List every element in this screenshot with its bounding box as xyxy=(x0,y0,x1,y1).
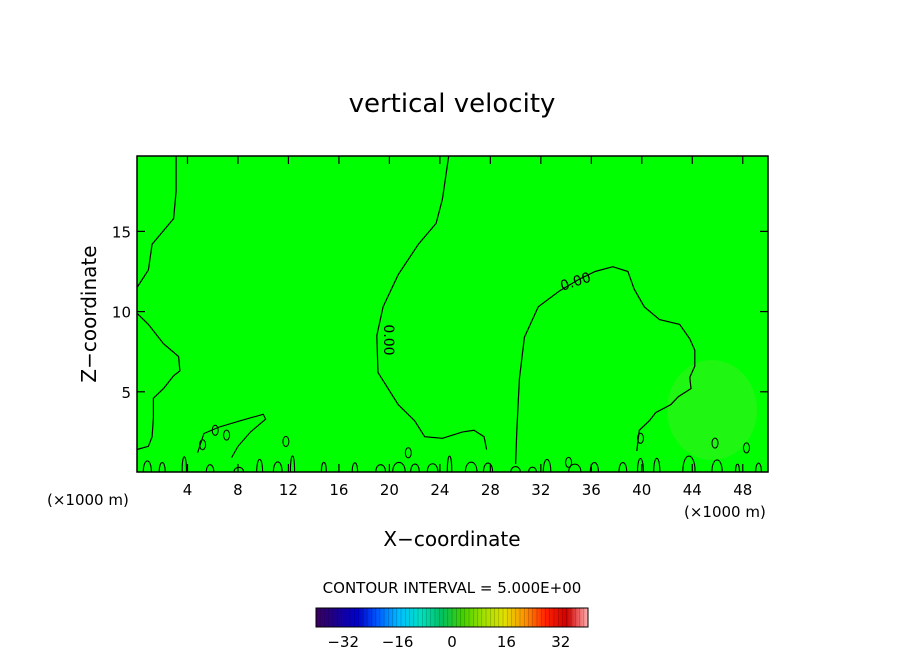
surface-contour xyxy=(410,463,420,473)
colorbar-ticks: −32 −16 0 16 32 xyxy=(327,633,570,651)
y-axis-ticks: 5 10 15 xyxy=(112,223,768,402)
x-tick-label: 20 xyxy=(380,481,399,499)
surface-contour xyxy=(205,464,215,473)
surface-contour xyxy=(256,458,264,473)
small-contour-loop xyxy=(711,437,719,449)
y-tick-label: 5 xyxy=(121,384,131,402)
contour-middle-zero xyxy=(376,155,488,450)
colorbar-segments xyxy=(320,608,585,627)
x-tick-label: 8 xyxy=(233,481,243,499)
contour-label-middle: 0.00 xyxy=(380,324,396,355)
contour-interval-text: CONTOUR INTERVAL = 5.000E+00 xyxy=(323,579,582,597)
surface-contour xyxy=(233,466,245,473)
x-axis-ticks: 4 8 12 16 20 24 28 32 36 40 44 48 xyxy=(183,156,752,499)
colorbar-tick-label: 32 xyxy=(551,633,570,651)
surface-contour xyxy=(528,466,537,473)
surface-contour xyxy=(653,457,661,473)
surface-contour xyxy=(482,462,494,473)
x-tick-label: 28 xyxy=(481,481,500,499)
surface-contour xyxy=(636,458,644,473)
x-tick-label: 48 xyxy=(733,481,752,499)
x-tick-label: 32 xyxy=(531,481,550,499)
x-tick-label: 12 xyxy=(279,481,298,499)
x-tick-label: 36 xyxy=(582,481,601,499)
surface-contour xyxy=(510,466,521,473)
contour-lines xyxy=(136,155,696,465)
small-contour-loop xyxy=(223,429,231,441)
surface-contour xyxy=(711,459,723,473)
small-contour-loop xyxy=(743,442,750,454)
y-tick-label: 15 xyxy=(112,223,131,241)
x-tick-label: 24 xyxy=(430,481,449,499)
contour-right-dome xyxy=(515,266,696,465)
y-axis-label: Z−coordinate xyxy=(77,245,101,382)
surface-contour xyxy=(142,460,152,473)
surface-contour xyxy=(375,464,387,473)
surface-contour xyxy=(158,461,166,473)
small-contour-loop xyxy=(282,436,290,447)
surface-contour xyxy=(464,461,478,473)
surface-contour xyxy=(734,463,741,473)
x-tick-label: 40 xyxy=(632,481,651,499)
x-axis-label: X−coordinate xyxy=(383,527,520,551)
surface-contour xyxy=(392,461,406,473)
heatmap-shade xyxy=(667,360,757,460)
x-tick-label: 16 xyxy=(329,481,348,499)
contour-small-bump xyxy=(197,413,267,458)
surface-contour xyxy=(618,461,628,473)
colorbar-gradient xyxy=(315,607,589,628)
surface-contour xyxy=(755,462,762,473)
surface-contour xyxy=(446,455,453,473)
surface-contour xyxy=(426,463,439,473)
small-contour-loop xyxy=(199,439,207,451)
chart-title: vertical velocity xyxy=(349,89,556,119)
colorbar-tick-label: 16 xyxy=(497,633,516,651)
surface-contour xyxy=(542,458,552,473)
small-contour-loop xyxy=(637,432,644,444)
y-tick-label: 10 xyxy=(112,304,131,322)
surface-contour xyxy=(272,461,283,473)
colorbar-tick-label: 0 xyxy=(447,633,457,651)
surface-contour xyxy=(351,462,359,473)
surface-contour xyxy=(181,456,188,473)
contour-left-boundary xyxy=(136,156,177,288)
heatmap-field xyxy=(137,156,768,472)
colorbar-tick-label: −16 xyxy=(382,633,414,651)
contour-left-lower xyxy=(136,312,181,451)
y-axis-unit: (×1000 m) xyxy=(47,491,129,509)
surface-contour xyxy=(682,455,696,473)
x-tick-label: 44 xyxy=(683,481,702,499)
surface-contour xyxy=(568,463,582,473)
surface-contour xyxy=(320,461,327,473)
small-contour-loop xyxy=(565,456,573,468)
surface-contour xyxy=(589,461,599,473)
near-surface-contours xyxy=(142,413,762,473)
colorbar-tick-label: −32 xyxy=(327,633,359,651)
colorbar: −32 −16 0 16 32 xyxy=(315,607,589,651)
x-axis-unit: (×1000 m) xyxy=(684,503,766,521)
plot-frame xyxy=(136,155,769,473)
x-tick-label: 4 xyxy=(183,481,193,499)
small-contour-loop xyxy=(404,447,412,459)
surface-contour xyxy=(289,455,296,473)
